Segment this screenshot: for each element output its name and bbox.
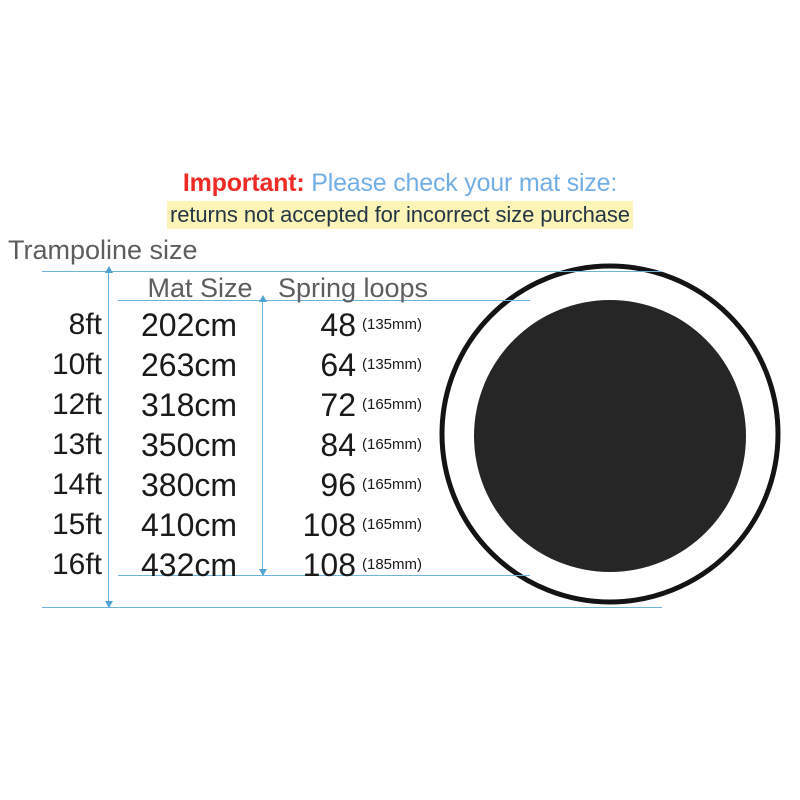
cell-spring-length: (165mm) xyxy=(362,516,423,533)
cell-mat-size: 410cm xyxy=(140,507,238,543)
cell-spring-loops: 48 xyxy=(320,307,356,343)
guide-line-mat-bottom xyxy=(118,575,530,576)
cell-trampoline-size: 12ft xyxy=(51,388,102,421)
cell-spring-length: (185mm) xyxy=(362,556,423,573)
notice-subline: returns not accepted for incorrect size … xyxy=(0,201,800,229)
cell-trampoline-size: 16ft xyxy=(51,548,102,581)
cell-spring-loops: 108 xyxy=(302,547,356,583)
table-row: 15ft 410cm 108 (165mm) xyxy=(0,505,460,545)
table-row: 12ft 318cm 72 (165mm) xyxy=(0,385,460,425)
cell-spring-length: (165mm) xyxy=(362,436,423,453)
cell-trampoline-size: 8ft xyxy=(68,308,102,341)
guide-line-frame-bottom xyxy=(42,607,662,608)
cell-spring-length: (165mm) xyxy=(362,476,423,493)
cell-mat-size: 202cm xyxy=(140,307,238,343)
notice-headline: Important: Please check your mat size: xyxy=(0,168,800,198)
spring-loops-header: Spring loops xyxy=(277,273,429,303)
table-row: 13ft 350cm 84 (165mm) xyxy=(0,425,460,465)
guide-line-frame-top xyxy=(42,271,662,272)
cell-trampoline-size: 15ft xyxy=(51,508,102,541)
trampoline-illustration xyxy=(439,263,781,605)
cell-spring-loops: 72 xyxy=(320,387,356,423)
trampoline-mat-circle xyxy=(474,300,746,572)
table-row: 14ft 380cm 96 (165mm) xyxy=(0,465,460,505)
cell-mat-size: 350cm xyxy=(140,427,238,463)
cell-trampoline-size: 10ft xyxy=(51,348,102,381)
cell-spring-length: (135mm) xyxy=(362,316,423,333)
dimension-arrow-trampoline-top xyxy=(105,266,113,273)
cell-mat-size: 263cm xyxy=(140,347,238,383)
dimension-line-trampoline-size xyxy=(108,271,109,607)
cell-spring-loops: 84 xyxy=(320,427,356,463)
cell-spring-loops: 64 xyxy=(320,347,356,383)
dimension-arrow-mat-top xyxy=(259,295,267,302)
mat-size-header: Mat Size xyxy=(147,273,253,303)
dimension-arrow-mat-bottom xyxy=(259,569,267,576)
cell-spring-length: (165mm) xyxy=(362,396,423,413)
cell-spring-loops: 96 xyxy=(320,467,356,503)
cell-spring-loops: 108 xyxy=(302,507,356,543)
guide-line-mat-top xyxy=(118,300,530,301)
table-row: 10ft 263cm 64 (135mm) xyxy=(0,345,460,385)
notice-headline-text: Please check your mat size: xyxy=(304,169,618,197)
cell-trampoline-size: 13ft xyxy=(51,428,102,461)
cell-mat-size: 432cm xyxy=(140,547,238,583)
trampoline-size-header: Trampoline size xyxy=(8,235,198,265)
important-label: Important: xyxy=(182,169,305,197)
table-row: 8ft 202cm 48 (135mm) xyxy=(0,305,460,345)
important-notice: Important: Please check your mat size: r… xyxy=(0,168,800,229)
table-row: 16ft 432cm 108 (185mm) xyxy=(0,545,460,585)
cell-trampoline-size: 14ft xyxy=(51,468,102,501)
cell-spring-length: (135mm) xyxy=(362,356,423,373)
dimension-arrow-trampoline-bottom xyxy=(105,601,113,608)
notice-subline-text: returns not accepted for incorrect size … xyxy=(167,201,633,229)
dimension-line-mat-size xyxy=(262,300,263,575)
cell-mat-size: 318cm xyxy=(140,387,238,423)
cell-mat-size: 380cm xyxy=(140,467,238,503)
